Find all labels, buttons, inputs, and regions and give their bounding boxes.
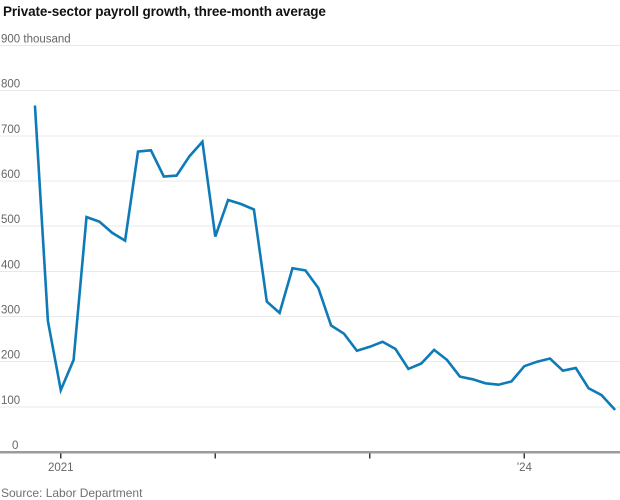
source-note: Source: Labor Department bbox=[1, 486, 143, 500]
payroll-series-line bbox=[33, 105, 616, 411]
chart-title: Private-sector payroll growth, three-mon… bbox=[3, 4, 326, 19]
x-axis-label: 2021 bbox=[48, 462, 74, 474]
y-axis-label: 700 bbox=[1, 124, 20, 136]
y-axis-label: 800 bbox=[1, 79, 20, 91]
y-axis-label: 500 bbox=[1, 214, 20, 226]
y-axis-label: 200 bbox=[1, 350, 20, 362]
y-axis-label: 400 bbox=[1, 259, 20, 271]
y-axis-label: 0 bbox=[12, 440, 18, 452]
y-axis-label: 100 bbox=[1, 395, 20, 407]
y-axis-label: 900 thousand bbox=[1, 34, 71, 46]
y-axis-label: 300 bbox=[1, 305, 20, 317]
y-axis-label: 600 bbox=[1, 169, 20, 181]
x-axis-label: ’24 bbox=[517, 462, 533, 474]
